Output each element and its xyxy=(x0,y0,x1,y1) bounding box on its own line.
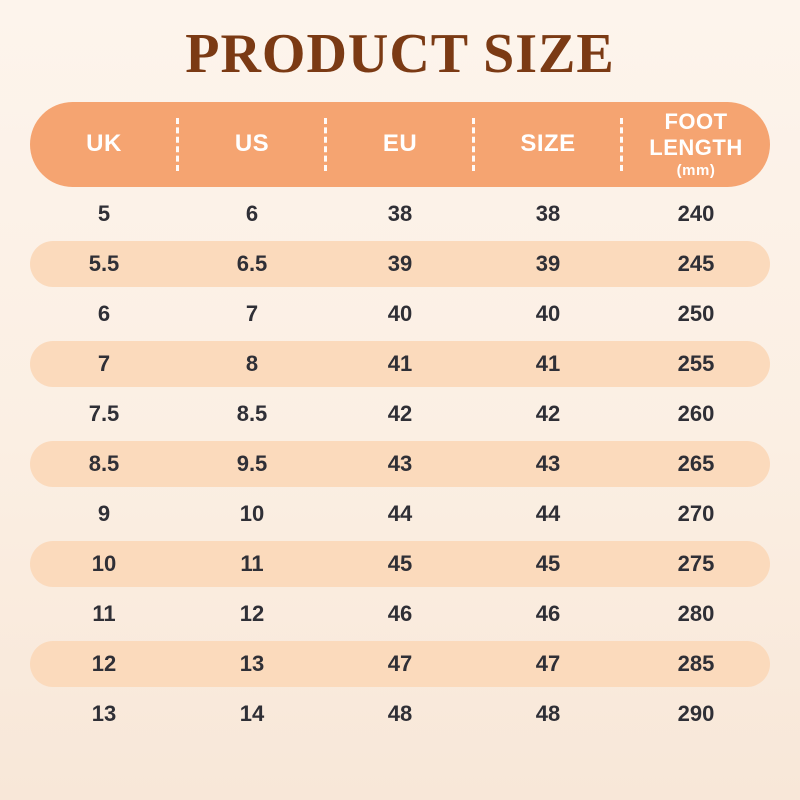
table-cell: 44 xyxy=(535,500,561,526)
table-row: 13 14 48 48 290 xyxy=(30,691,770,737)
table-cell: 12 xyxy=(91,650,117,676)
table-cell: 285 xyxy=(677,650,715,676)
table-row: 8.5 9.5 43 43 265 xyxy=(30,440,770,487)
column-header-label: SIZE xyxy=(520,130,576,158)
table-cell: 39 xyxy=(387,250,413,276)
column-header-label: US xyxy=(234,130,270,158)
table-cell: 48 xyxy=(535,700,561,726)
column-header-us: US xyxy=(178,102,327,187)
table-cell: 11 xyxy=(92,600,116,626)
table-cell: 245 xyxy=(677,250,715,276)
table-cell: 12 xyxy=(239,600,265,626)
table-cell: 47 xyxy=(387,650,413,676)
table-cell: 7 xyxy=(97,350,111,376)
table-cell: 43 xyxy=(387,450,413,476)
table-cell: 40 xyxy=(387,300,413,326)
table-cell: 7.5 xyxy=(88,400,120,426)
table-cell: 9 xyxy=(97,500,111,526)
table-cell: 42 xyxy=(387,400,413,426)
table-cell: 14 xyxy=(239,700,265,726)
table-cell: 45 xyxy=(535,550,561,576)
column-header-eu: EU xyxy=(326,102,475,187)
table-row: 5.5 6.5 39 39 245 xyxy=(30,240,770,287)
table-cell: 280 xyxy=(677,600,715,626)
table-cell: 9.5 xyxy=(236,450,268,476)
page-title: PRODUCT SIZE xyxy=(185,23,615,85)
table-cell: 260 xyxy=(677,400,715,426)
table-row: 6 7 40 40 250 xyxy=(30,291,770,337)
table-cell: 6.5 xyxy=(236,250,268,276)
table-cell: 43 xyxy=(535,450,561,476)
table-row: 9 10 44 44 270 xyxy=(30,491,770,537)
table-cell: 11 xyxy=(240,550,264,576)
table-cell: 265 xyxy=(677,450,715,476)
column-header-uk: UK xyxy=(30,102,179,187)
table-cell: 38 xyxy=(387,200,413,226)
table-cell: 240 xyxy=(677,200,715,226)
table-cell: 46 xyxy=(387,600,413,626)
table-cell: 8 xyxy=(245,350,259,376)
column-header-label: EU xyxy=(382,130,418,158)
table-cell: 10 xyxy=(91,550,117,576)
table-row: 7.5 8.5 42 42 260 xyxy=(30,391,770,437)
table-row: 5 6 38 38 240 xyxy=(30,191,770,237)
table-cell: 6 xyxy=(97,300,111,326)
table-cell: 290 xyxy=(677,700,715,726)
table-cell: 5.5 xyxy=(88,250,120,276)
table-cell: 47 xyxy=(535,650,561,676)
table-cell: 41 xyxy=(387,350,413,376)
table-cell: 45 xyxy=(387,550,413,576)
table-row: 12 13 47 47 285 xyxy=(30,640,770,687)
table-row: 7 8 41 41 255 xyxy=(30,340,770,387)
table-cell: 8.5 xyxy=(236,400,268,426)
table-cell: 13 xyxy=(91,700,117,726)
column-header-size: SIZE xyxy=(474,102,623,187)
table-cell: 13 xyxy=(239,650,265,676)
table-cell: 38 xyxy=(535,200,561,226)
table-cell: 6 xyxy=(245,200,259,226)
column-header-label: UK xyxy=(86,130,122,158)
table-row: 11 12 46 46 280 xyxy=(30,591,770,637)
table-cell: 48 xyxy=(387,700,413,726)
table-cell: 42 xyxy=(535,400,561,426)
table-cell: 8.5 xyxy=(88,450,120,476)
column-header-unit: (mm) xyxy=(676,162,716,180)
size-table: UK US EU SIZE FOOT LENGTH (mm) 5 6 38 38 240… xyxy=(30,101,770,737)
table-body: 5 6 38 38 240 5.5 6.5 39 39 245 6 7 40 40 250 7 8 41 41 255… xyxy=(30,191,770,737)
table-cell: 7 xyxy=(245,300,259,326)
table-cell: 255 xyxy=(677,350,715,376)
table-cell: 5 xyxy=(97,200,111,226)
table-cell: 275 xyxy=(677,550,715,576)
column-header-label: FOOT LENGTH xyxy=(649,109,743,161)
table-row: 10 11 45 45 275 xyxy=(30,540,770,587)
table-cell: 270 xyxy=(677,500,715,526)
table-cell: 40 xyxy=(535,300,561,326)
column-header-foot-length: FOOT LENGTH (mm) xyxy=(622,102,770,187)
table-cell: 41 xyxy=(535,350,561,376)
table-header: UK US EU SIZE FOOT LENGTH (mm) xyxy=(30,101,770,187)
table-cell: 44 xyxy=(387,500,413,526)
table-cell: 46 xyxy=(535,600,561,626)
table-cell: 39 xyxy=(535,250,561,276)
table-cell: 250 xyxy=(677,300,715,326)
table-cell: 10 xyxy=(239,500,265,526)
